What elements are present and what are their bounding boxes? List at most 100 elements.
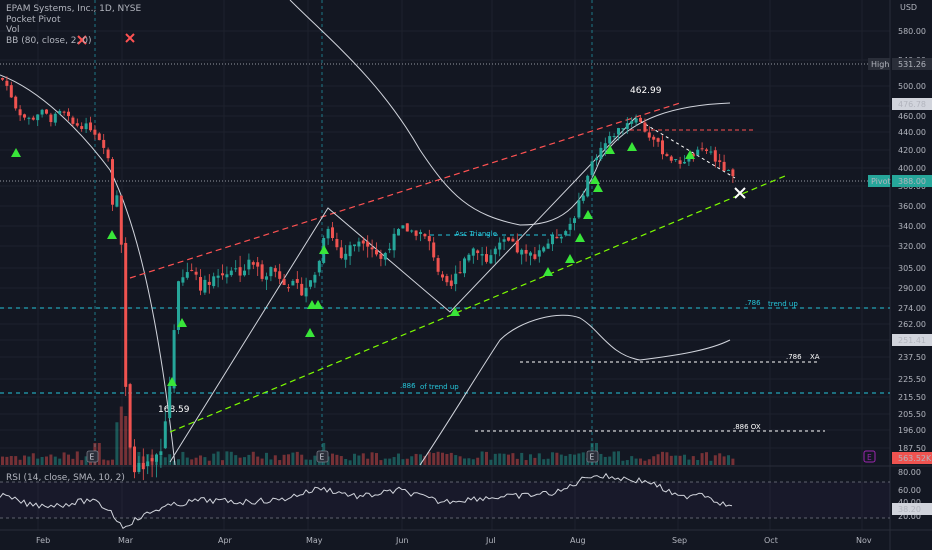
earnings-marker-1	[316, 450, 329, 463]
candle-body	[647, 132, 651, 138]
candle-body	[361, 240, 365, 244]
candle-body	[705, 149, 708, 151]
candle-body	[392, 233, 396, 251]
volume-bar	[612, 451, 616, 465]
volume-bar	[304, 459, 308, 465]
volume-bar	[573, 454, 576, 465]
time-label-apr: Apr	[218, 536, 233, 545]
candle-body	[529, 252, 532, 256]
volume-bar	[238, 457, 242, 465]
volume-bar	[529, 454, 532, 465]
price-tick-22: 187.50	[898, 444, 926, 453]
candle-body	[353, 244, 356, 247]
pocket-pivot-markers	[11, 142, 695, 386]
time-label-sep: Sep	[672, 536, 687, 545]
candle-body	[436, 258, 440, 272]
candle-body	[370, 247, 374, 250]
price-tick-12: 305.00	[898, 264, 926, 273]
time-label-nov: Nov	[856, 536, 872, 545]
time-label-may: May	[306, 536, 323, 545]
bb-lower	[419, 314, 731, 466]
volume-bar	[1, 456, 4, 465]
pocket-pivot-arrow-13	[593, 183, 603, 192]
candle-body	[665, 154, 669, 156]
price-tick-4: 460.00	[898, 112, 926, 121]
candle-body	[168, 386, 172, 419]
candle-body	[537, 250, 541, 257]
volume-bar	[273, 455, 277, 465]
candle-body	[573, 218, 576, 223]
candle-body	[335, 238, 339, 248]
candle-body	[269, 267, 273, 277]
candle-body	[454, 273, 458, 285]
candle-body	[511, 238, 515, 242]
price-tick-21: 196.00	[898, 426, 926, 435]
candle-body	[476, 250, 480, 254]
price-tick-14: 274.00	[898, 304, 926, 313]
volume-bar	[207, 460, 211, 465]
candle-body	[124, 242, 128, 387]
volume-bar	[27, 456, 31, 465]
volume-bar	[353, 453, 356, 465]
volume-bar	[348, 460, 352, 465]
candle-body	[599, 147, 603, 159]
volume-bar	[115, 422, 119, 465]
volume-bar	[454, 455, 458, 465]
volume-bar	[243, 457, 246, 465]
volume-bar	[331, 453, 334, 465]
candle-body	[93, 129, 97, 135]
candle-body	[265, 276, 268, 280]
currency-label: USD	[900, 3, 917, 12]
legend-pocket-pivot[interactable]: Pocket Pivot	[6, 14, 61, 25]
candle-body	[339, 247, 343, 259]
sell-x-marker-1	[125, 33, 135, 43]
candle-body	[141, 462, 145, 470]
price-tick-0: 580.00	[898, 27, 926, 36]
trend-up-label: trend up	[768, 300, 798, 308]
volume-bar	[177, 459, 180, 465]
price-tick-20: 205.50	[898, 410, 926, 419]
price-tick-19: 215.50	[898, 393, 926, 402]
legend-bollinger[interactable]: BB (80, close, 2, 0)	[6, 35, 92, 46]
candle-body	[643, 122, 647, 132]
volume-bar	[661, 451, 664, 465]
candle-body	[489, 255, 493, 264]
candle-body	[194, 271, 198, 275]
candle-body	[111, 159, 114, 205]
volume-bar	[18, 459, 22, 465]
symbol-title[interactable]: EPAM Systems, Inc., 1D, NYSE	[6, 4, 142, 14]
candle-body	[388, 248, 392, 251]
sell-x-marker-0	[77, 35, 87, 45]
volume-bar	[678, 455, 682, 465]
candle-body	[546, 243, 550, 249]
volume-bar	[67, 454, 70, 465]
candle-body	[493, 248, 497, 255]
volume-bar	[168, 454, 172, 465]
candle-body	[80, 126, 84, 129]
volume-bar	[58, 458, 62, 465]
legend-volume[interactable]: Vol	[6, 25, 20, 35]
candle-body	[357, 241, 361, 247]
candle-body	[652, 136, 656, 140]
rsi-legend[interactable]: RSI (14, close, SMA, 10, 2)	[6, 473, 125, 483]
candle-body	[309, 280, 312, 287]
volume-bar	[489, 459, 493, 465]
candle-body	[150, 458, 154, 462]
volume-bar	[75, 451, 79, 465]
volume-bar	[397, 453, 400, 465]
pivot-tag-bg	[892, 175, 932, 187]
candle-body	[379, 253, 383, 259]
candle-body	[480, 254, 484, 256]
candle-body	[295, 279, 299, 283]
volume-bar	[53, 456, 57, 465]
candle-body	[674, 159, 678, 161]
candle-body	[172, 330, 176, 389]
candle-body	[326, 228, 330, 239]
volume-bar	[546, 458, 550, 465]
earnings-marker-text: E	[320, 453, 325, 462]
candle-body	[410, 230, 414, 232]
volume-bar	[687, 459, 691, 465]
candle-body	[23, 114, 26, 118]
